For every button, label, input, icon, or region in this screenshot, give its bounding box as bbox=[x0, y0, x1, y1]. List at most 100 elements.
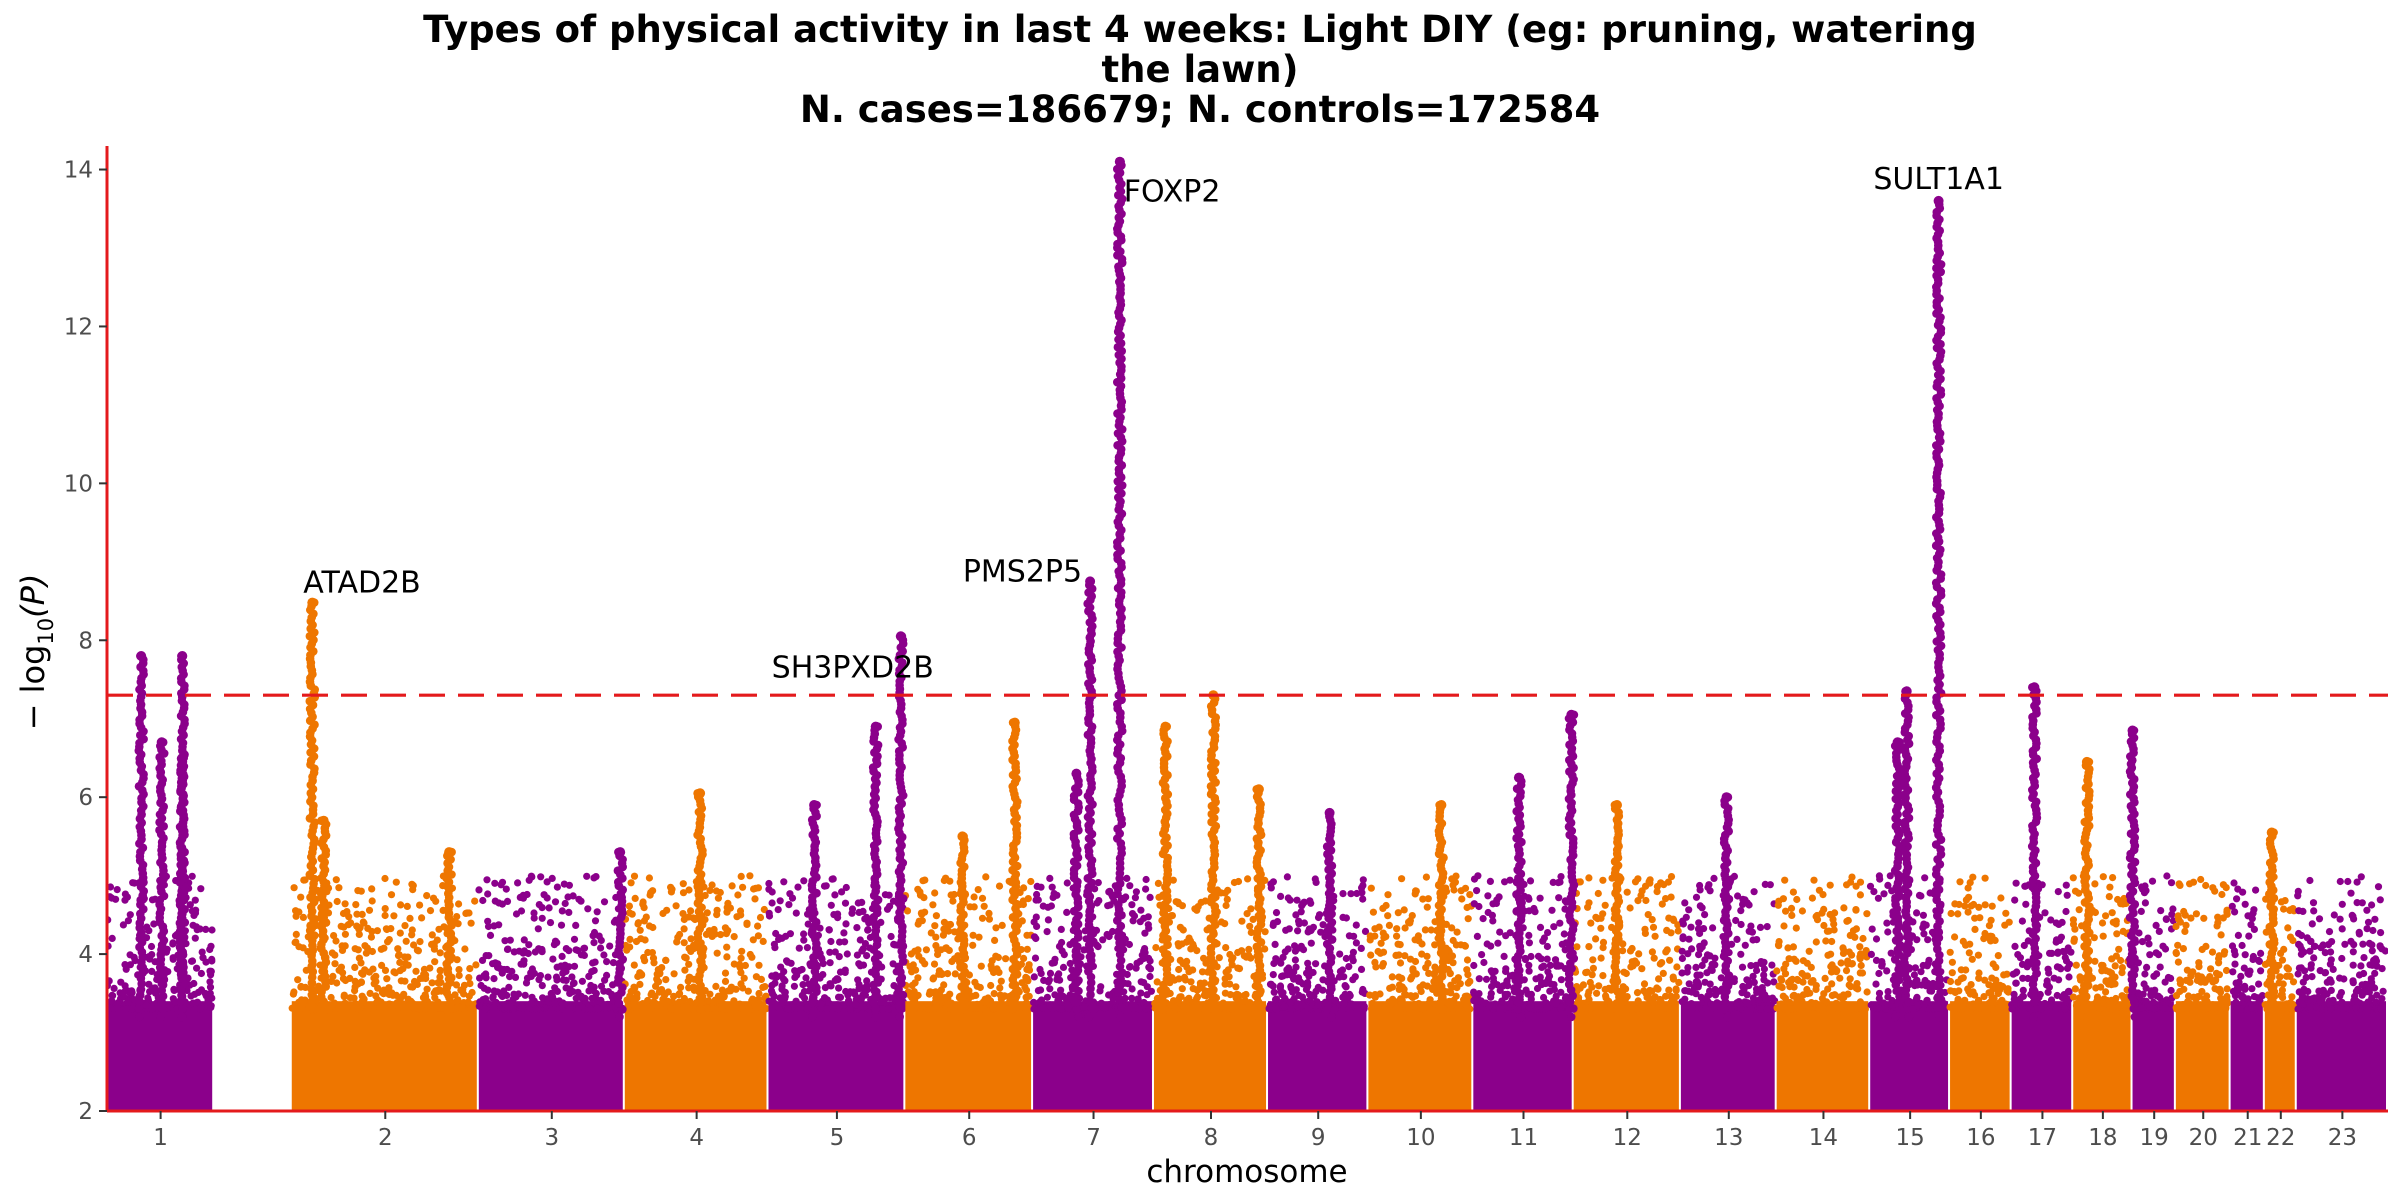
snp-point bbox=[770, 992, 778, 1001]
snp-point bbox=[1393, 932, 1401, 940]
snp-point bbox=[1269, 878, 1277, 886]
snp-point bbox=[770, 940, 779, 948]
snp-point bbox=[1466, 891, 1474, 899]
snp-point bbox=[1954, 910, 1962, 918]
snp-point bbox=[2297, 964, 2305, 972]
snp-point bbox=[1099, 936, 1107, 944]
snp-point bbox=[1648, 916, 1656, 924]
snp-point bbox=[2358, 991, 2366, 999]
snp-point bbox=[2172, 1004, 2180, 1012]
snp-point bbox=[927, 929, 935, 937]
chromosome-band-17 bbox=[2008, 879, 2075, 1111]
snp-point bbox=[1261, 928, 1269, 936]
snp-point bbox=[1298, 902, 1306, 910]
snp-point bbox=[2058, 918, 2066, 927]
snp-point bbox=[647, 991, 655, 999]
snp-point bbox=[2349, 961, 2357, 969]
snp-point bbox=[1883, 919, 1891, 927]
snp-point bbox=[1215, 954, 1223, 962]
snp-point bbox=[557, 921, 566, 929]
snp-point bbox=[1431, 963, 1439, 971]
snp-point bbox=[107, 883, 115, 891]
snp-point bbox=[2179, 945, 2187, 953]
snp-point bbox=[543, 995, 552, 1003]
chromosome-band-12 bbox=[1570, 873, 1683, 1111]
snp-point bbox=[1175, 975, 1183, 983]
snp-point bbox=[1470, 961, 1478, 970]
snp-point bbox=[855, 985, 863, 993]
snp-point bbox=[667, 1005, 675, 1013]
snp-point bbox=[1300, 919, 1308, 927]
snp-point bbox=[1319, 921, 1327, 929]
snp-point bbox=[940, 981, 948, 989]
snp-point bbox=[1412, 887, 1420, 895]
snp-point bbox=[1367, 884, 1375, 892]
snp-point bbox=[1631, 878, 1640, 886]
snp-point bbox=[1314, 913, 1323, 922]
snp-point bbox=[1875, 969, 1883, 978]
snp-point bbox=[2354, 985, 2362, 994]
snp-point bbox=[505, 983, 513, 992]
snp-point bbox=[746, 950, 754, 959]
snp-point bbox=[2050, 974, 2058, 982]
snp-point bbox=[358, 998, 366, 1006]
snp-point bbox=[1601, 901, 1609, 909]
snp-point bbox=[1830, 926, 1838, 934]
snp-point bbox=[1500, 952, 1508, 961]
snp-point bbox=[715, 995, 723, 1004]
snp-point bbox=[523, 974, 532, 982]
snp-point bbox=[1063, 1001, 1071, 1009]
snp-point bbox=[728, 882, 736, 890]
snp-point bbox=[2018, 917, 2026, 925]
snp-point bbox=[490, 975, 498, 983]
snp-point bbox=[1413, 1005, 1421, 1013]
snp-point bbox=[1037, 996, 1046, 1004]
snp-point bbox=[2002, 909, 2010, 917]
snp-point bbox=[1761, 991, 1769, 999]
snp-point bbox=[1283, 873, 1291, 881]
snp-point bbox=[2219, 914, 2227, 922]
snp-point bbox=[970, 893, 978, 901]
snp-point bbox=[980, 902, 988, 910]
snp-point bbox=[2326, 976, 2334, 984]
snp-point bbox=[1707, 965, 1715, 973]
snp-point bbox=[2364, 1004, 2372, 1012]
snp-point bbox=[1226, 991, 1234, 999]
snp-point bbox=[744, 987, 752, 995]
snp-point bbox=[2004, 988, 2012, 996]
snp-point bbox=[1526, 877, 1535, 885]
snp-point bbox=[1489, 917, 1497, 925]
snp-point bbox=[940, 925, 948, 933]
snp-point bbox=[206, 989, 214, 998]
snp-point bbox=[2299, 907, 2307, 916]
snp-point bbox=[831, 891, 839, 899]
snp-point bbox=[2231, 951, 2239, 959]
snp-point bbox=[1533, 984, 1542, 993]
snp-point bbox=[2217, 931, 2225, 939]
snp-point bbox=[453, 997, 461, 1005]
snp-point bbox=[799, 981, 807, 989]
snp-point bbox=[401, 953, 409, 961]
snp-point bbox=[2143, 963, 2151, 972]
snp-point bbox=[913, 1001, 922, 1010]
snp-point bbox=[2071, 985, 2079, 993]
snp-point bbox=[2245, 970, 2253, 978]
snp-point bbox=[1449, 936, 1457, 945]
snp-point bbox=[787, 959, 795, 967]
snp-point bbox=[1369, 908, 1377, 916]
snp-point bbox=[1494, 939, 1502, 947]
snp-point bbox=[1773, 967, 1781, 975]
snp-point bbox=[625, 902, 634, 910]
snp-point bbox=[360, 919, 368, 927]
snp-point bbox=[1874, 894, 1882, 902]
snp-point bbox=[1393, 925, 1401, 933]
snp-point bbox=[2105, 1001, 2113, 1009]
snp-point bbox=[1589, 956, 1597, 964]
snp-point bbox=[1281, 1003, 1289, 1011]
snp-point bbox=[479, 896, 487, 905]
snp-point bbox=[632, 937, 641, 946]
snp-point bbox=[843, 950, 851, 958]
snp-point bbox=[453, 956, 461, 964]
snp-point bbox=[2141, 970, 2149, 978]
snp-point bbox=[822, 882, 830, 890]
